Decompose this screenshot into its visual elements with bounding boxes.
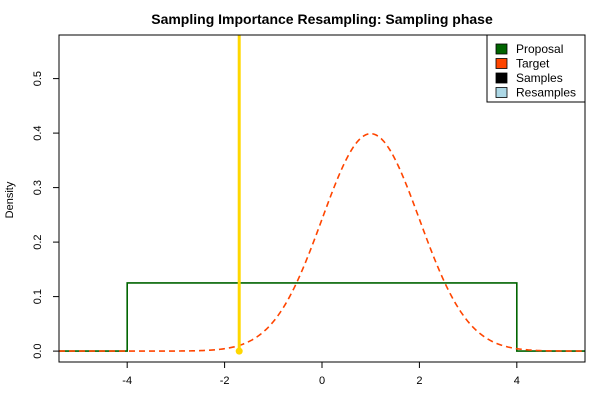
legend-swatch <box>495 87 508 98</box>
y-axis: 0.0 0.1 0.2 0.3 0.4 0.5 <box>32 71 59 359</box>
sample-point <box>235 347 243 355</box>
x-tick-label: -4 <box>122 375 132 387</box>
chart-title: Sampling Importance Resampling: Sampling… <box>151 11 493 27</box>
x-tick-label: 4 <box>514 375 520 387</box>
x-tick-label: 0 <box>319 375 325 387</box>
y-tick-label: 0.2 <box>32 234 44 249</box>
y-tick-label: 0.0 <box>32 343 44 358</box>
legend-label: Resamples <box>516 86 576 100</box>
legend-label: Target <box>516 57 550 71</box>
proposal-line <box>59 282 585 352</box>
legend-swatch <box>495 43 508 55</box>
x-tick-label: -2 <box>220 375 230 387</box>
y-tick-label: 0.5 <box>32 71 44 86</box>
legend-swatch <box>495 72 508 84</box>
y-tick-label: 0.3 <box>32 180 44 195</box>
legend-swatch <box>495 58 508 69</box>
y-tick-label: 0.1 <box>32 289 44 304</box>
x-axis: -4 -2 0 2 4 <box>122 362 520 387</box>
legend-label: Samples <box>516 71 563 85</box>
legend-label: Proposal <box>516 42 563 56</box>
y-axis-label: Density <box>4 181 16 218</box>
target-line <box>59 132 586 352</box>
x-tick-label: 2 <box>416 375 422 387</box>
y-tick-label: 0.4 <box>32 125 44 140</box>
